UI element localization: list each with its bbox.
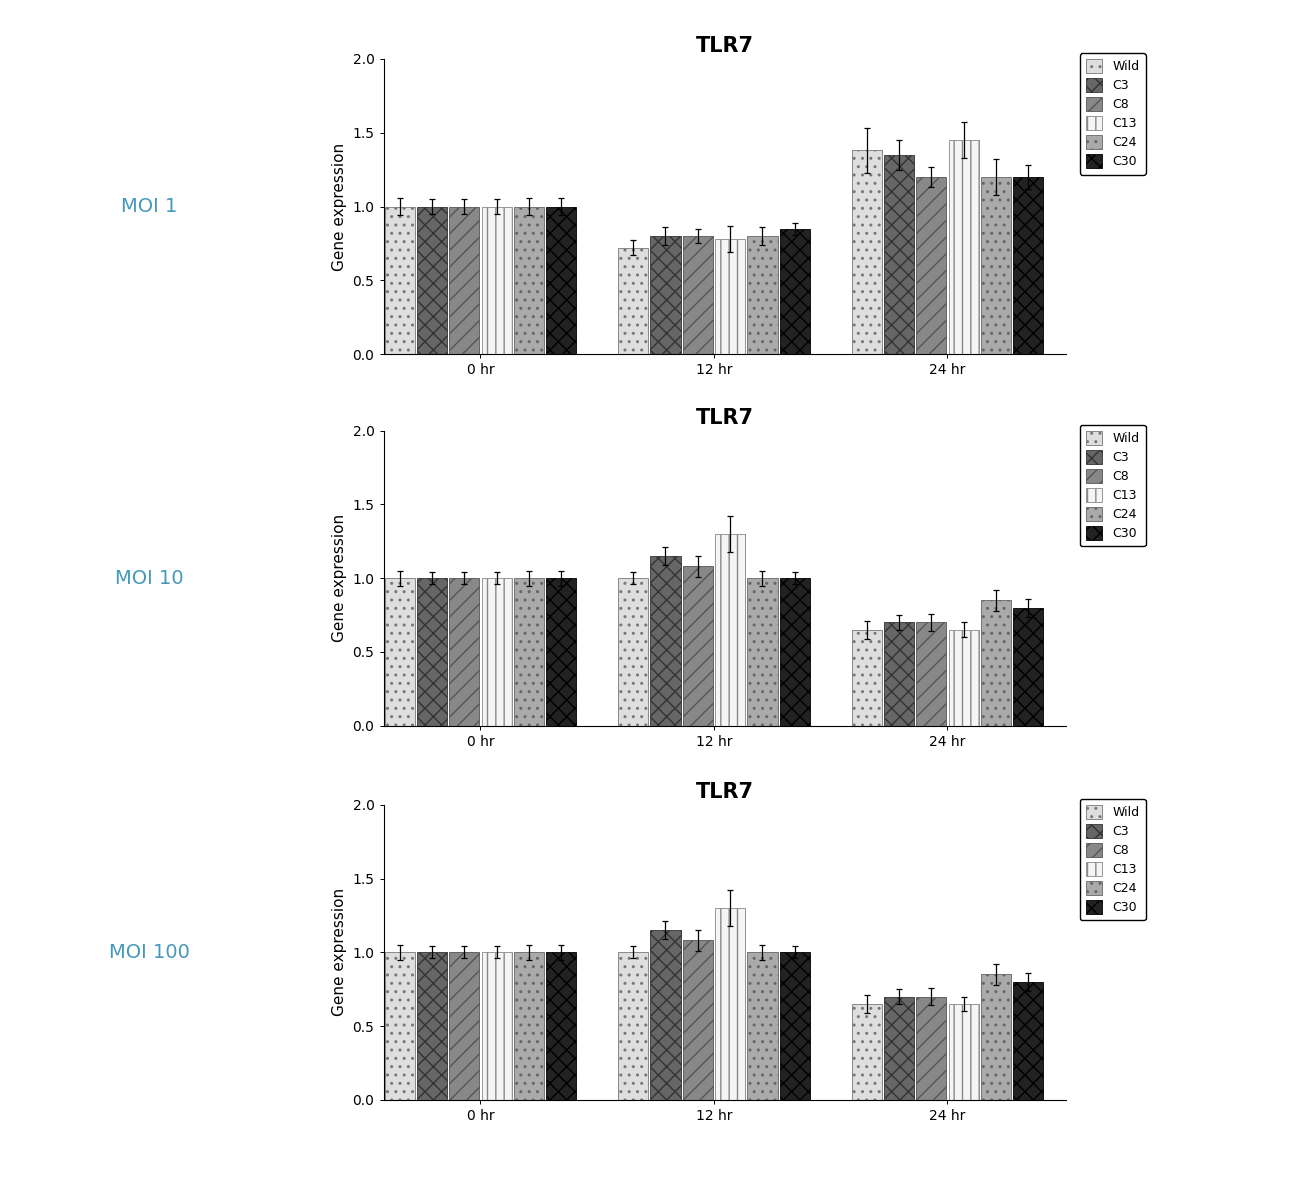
- Bar: [982, 601, 1011, 726]
- Bar: [514, 206, 543, 354]
- Bar: [546, 206, 576, 354]
- Bar: [450, 578, 480, 726]
- Bar: [650, 236, 680, 354]
- Bar: [1013, 177, 1044, 354]
- Bar: [747, 952, 777, 1100]
- Bar: [1013, 982, 1044, 1100]
- Bar: [747, 578, 777, 726]
- Bar: [916, 623, 946, 726]
- Legend: Wild, C3, C8, C13, C24, C30: Wild, C3, C8, C13, C24, C30: [1079, 799, 1145, 920]
- Bar: [715, 909, 745, 1100]
- Bar: [546, 952, 576, 1100]
- Bar: [884, 996, 914, 1100]
- Bar: [385, 578, 415, 726]
- Title: TLR7: TLR7: [696, 37, 754, 57]
- Text: MOI 100: MOI 100: [109, 943, 190, 962]
- Y-axis label: Gene expression: Gene expression: [332, 514, 347, 642]
- Bar: [682, 566, 712, 726]
- Bar: [982, 177, 1011, 354]
- Bar: [852, 630, 881, 726]
- Bar: [546, 578, 576, 726]
- Bar: [650, 930, 680, 1100]
- Bar: [884, 155, 914, 354]
- Bar: [682, 236, 712, 354]
- Bar: [450, 206, 480, 354]
- Bar: [949, 630, 979, 726]
- Bar: [949, 140, 979, 354]
- Bar: [650, 556, 680, 726]
- Legend: Wild, C3, C8, C13, C24, C30: Wild, C3, C8, C13, C24, C30: [1079, 53, 1145, 175]
- Bar: [916, 177, 946, 354]
- Bar: [385, 952, 415, 1100]
- Bar: [949, 1004, 979, 1100]
- Bar: [852, 151, 881, 354]
- Bar: [884, 623, 914, 726]
- Bar: [417, 206, 447, 354]
- Bar: [747, 236, 777, 354]
- Bar: [514, 952, 543, 1100]
- Bar: [450, 952, 480, 1100]
- Bar: [715, 533, 745, 726]
- Bar: [481, 952, 512, 1100]
- Bar: [481, 206, 512, 354]
- Title: TLR7: TLR7: [696, 408, 754, 428]
- Bar: [982, 975, 1011, 1100]
- Bar: [780, 952, 810, 1100]
- Bar: [514, 578, 543, 726]
- Text: MOI 1: MOI 1: [121, 197, 178, 216]
- Bar: [385, 206, 415, 354]
- Bar: [417, 578, 447, 726]
- Bar: [481, 578, 512, 726]
- Bar: [618, 248, 649, 354]
- Bar: [780, 229, 810, 354]
- Bar: [780, 578, 810, 726]
- Bar: [618, 578, 649, 726]
- Bar: [1013, 608, 1044, 726]
- Y-axis label: Gene expression: Gene expression: [332, 889, 347, 1016]
- Bar: [916, 996, 946, 1100]
- Bar: [852, 1004, 881, 1100]
- Text: MOI 10: MOI 10: [116, 569, 183, 588]
- Bar: [618, 952, 649, 1100]
- Y-axis label: Gene expression: Gene expression: [332, 143, 347, 270]
- Bar: [417, 952, 447, 1100]
- Title: TLR7: TLR7: [696, 782, 754, 802]
- Bar: [682, 940, 712, 1100]
- Legend: Wild, C3, C8, C13, C24, C30: Wild, C3, C8, C13, C24, C30: [1079, 425, 1145, 546]
- Bar: [715, 238, 745, 354]
